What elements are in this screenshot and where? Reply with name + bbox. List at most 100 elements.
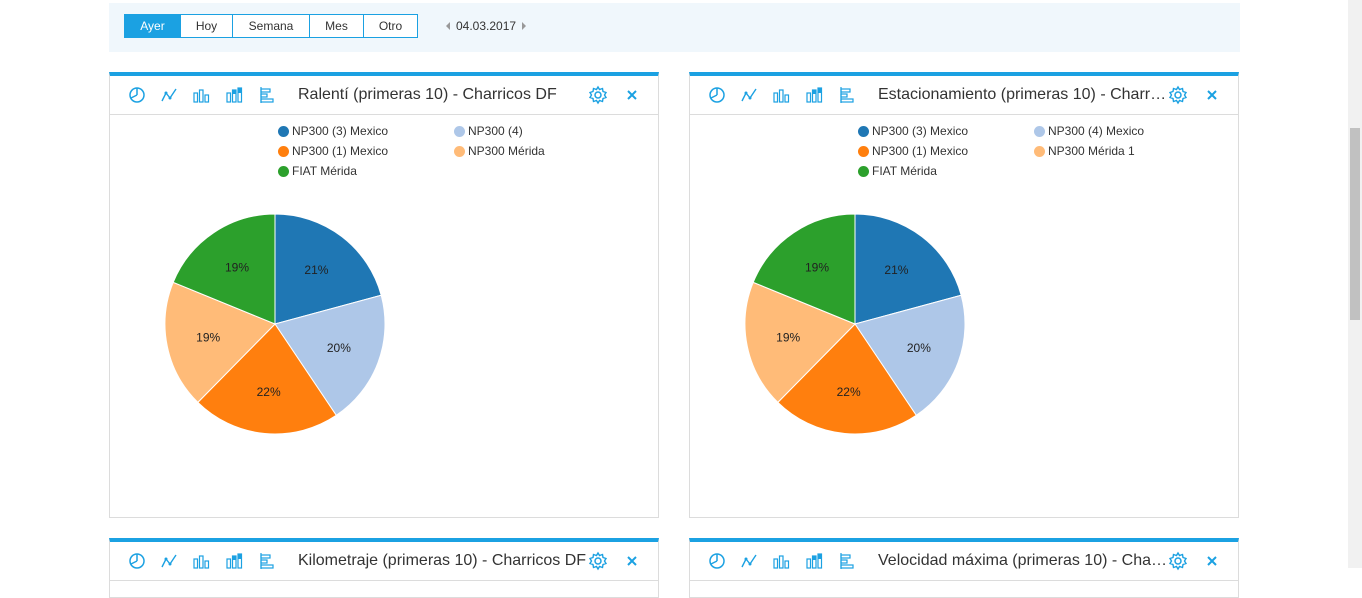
widget-title: Kilometraje (primeras 10) - Charricos DF	[298, 552, 587, 569]
legend-label: NP300 Mérida	[468, 144, 545, 158]
pie-slice[interactable]	[164, 281, 276, 404]
period-selector: Ayer Hoy Semana Mes Otro	[124, 14, 418, 38]
horizontal-bar-chart-icon[interactable]	[257, 85, 277, 105]
pie-slice-label: 22%	[257, 385, 281, 399]
legend-label: NP300 (3) Mexico	[872, 124, 969, 138]
pie-slice[interactable]	[854, 213, 962, 325]
close-icon[interactable]	[1202, 85, 1222, 105]
period-button-otro[interactable]: Otro	[364, 14, 418, 38]
widget-body: NP300 (3) Mexico NP300 (4) NP300 (1) Mexic…	[110, 115, 658, 517]
line-chart-icon[interactable]	[159, 551, 179, 571]
pie-slice-label: 21%	[304, 263, 328, 277]
legend-swatch	[858, 165, 869, 177]
stacked-bar-chart-icon[interactable]	[224, 551, 244, 571]
gear-icon[interactable]	[588, 551, 608, 571]
legend-swatch	[278, 125, 289, 137]
stacked-bar-chart-icon[interactable]	[804, 551, 824, 571]
pie-slice-label: 19%	[196, 331, 220, 345]
legend-item[interactable]: NP300 (4) Mexico	[1034, 124, 1144, 138]
gear-icon[interactable]	[588, 85, 608, 105]
pie-chart-icon[interactable]	[707, 85, 727, 105]
legend-swatch	[454, 145, 465, 157]
legend-label: FIAT Mérida	[872, 164, 937, 178]
close-icon[interactable]	[1202, 551, 1222, 571]
legend-swatch	[858, 125, 869, 137]
legend-label: NP300 (4)	[468, 124, 523, 138]
widget-header: Estacionamiento (primeras 10) - Charrico…	[690, 76, 1238, 115]
pie-slice[interactable]	[854, 294, 966, 417]
pie-slice[interactable]	[752, 213, 856, 325]
legend-label: NP300 (4) Mexico	[1048, 124, 1145, 138]
pie-chart-icon[interactable]	[707, 551, 727, 571]
legend-swatch	[1034, 145, 1045, 157]
legend-item[interactable]: FIAT Mérida	[858, 164, 937, 178]
legend-item[interactable]: FIAT Mérida	[278, 164, 357, 178]
legend-item[interactable]: NP300 (3) Mexico	[858, 124, 968, 138]
widget-velocidad-maxima: Velocidad máxima (primeras 10) - Charric…	[689, 538, 1239, 598]
date-filter-bar: Ayer Hoy Semana Mes Otro 04.03.2017	[109, 3, 1240, 52]
pie-slice[interactable]	[274, 294, 386, 417]
gear-icon[interactable]	[1168, 551, 1188, 571]
line-chart-icon[interactable]	[739, 85, 759, 105]
legend-label: NP300 (3) Mexico	[292, 124, 389, 138]
pie-slice[interactable]	[744, 281, 856, 404]
line-chart-icon[interactable]	[739, 551, 759, 571]
legend-item[interactable]: NP300 (1) Mexico	[858, 144, 968, 158]
line-chart-icon[interactable]	[159, 85, 179, 105]
bar-chart-icon[interactable]	[191, 551, 211, 571]
pie-slice[interactable]	[274, 213, 382, 325]
next-date-icon[interactable]	[518, 14, 530, 38]
legend-swatch	[1034, 125, 1045, 137]
legend-label: NP300 (1) Mexico	[292, 144, 389, 158]
pie-chart-icon[interactable]	[127, 551, 147, 571]
period-button-hoy[interactable]: Hoy	[181, 14, 233, 38]
horizontal-bar-chart-icon[interactable]	[837, 551, 857, 571]
widget-title: Ralentí (primeras 10) - Charricos DF	[298, 86, 557, 103]
horizontal-bar-chart-icon[interactable]	[257, 551, 277, 571]
legend-label: NP300 (1) Mexico	[872, 144, 969, 158]
legend-swatch	[278, 165, 289, 177]
legend-item[interactable]: NP300 (4)	[454, 124, 523, 138]
pie-chart: 21% 20% 22% 19% 19%	[744, 213, 966, 435]
pie-slice-label: 19%	[225, 260, 249, 274]
widget-title: Estacionamiento (primeras 10) - Charrico…	[878, 86, 1168, 103]
widget-body: NP300 (3) Mexico NP300 (4) Mexico NP300 (1…	[690, 115, 1238, 517]
widget-header: Ralentí (primeras 10) - Charricos DF	[110, 76, 658, 115]
date-navigator: 04.03.2017	[442, 14, 530, 38]
legend-label: FIAT Mérida	[292, 164, 357, 178]
legend-item[interactable]: NP300 (3) Mexico	[278, 124, 388, 138]
legend-swatch	[454, 125, 465, 137]
pie-slice[interactable]	[172, 213, 276, 325]
widget-title: Velocidad máxima (primeras 10) - Charric…	[878, 552, 1168, 569]
widget-header: Kilometraje (primeras 10) - Charricos DF	[110, 542, 658, 581]
pie-slice-label: 20%	[327, 341, 351, 355]
legend-swatch	[858, 145, 869, 157]
pie-slice[interactable]	[197, 323, 337, 435]
bar-chart-icon[interactable]	[771, 551, 791, 571]
legend-item[interactable]: NP300 Mérida	[454, 144, 545, 158]
pie-slice[interactable]	[777, 323, 917, 435]
legend-swatch	[278, 145, 289, 157]
gear-icon[interactable]	[1168, 85, 1188, 105]
pie-slice-label: 19%	[776, 331, 800, 345]
pie-chart-icon[interactable]	[127, 85, 147, 105]
scrollbar-thumb[interactable]	[1350, 128, 1360, 320]
stacked-bar-chart-icon[interactable]	[804, 85, 824, 105]
close-icon[interactable]	[622, 551, 642, 571]
legend-item[interactable]: NP300 (1) Mexico	[278, 144, 388, 158]
stacked-bar-chart-icon[interactable]	[224, 85, 244, 105]
close-icon[interactable]	[622, 85, 642, 105]
bar-chart-icon[interactable]	[191, 85, 211, 105]
legend-label: NP300 Mérida 1	[1048, 144, 1135, 158]
bar-chart-icon[interactable]	[771, 85, 791, 105]
current-date[interactable]: 04.03.2017	[456, 19, 517, 33]
page-scrollbar[interactable]	[1348, 0, 1362, 568]
widget-kilometraje: Kilometraje (primeras 10) - Charricos DF	[109, 538, 659, 598]
horizontal-bar-chart-icon[interactable]	[837, 85, 857, 105]
period-button-semana[interactable]: Semana	[233, 14, 310, 38]
period-button-ayer[interactable]: Ayer	[124, 14, 181, 38]
legend-item[interactable]: NP300 Mérida 1	[1034, 144, 1135, 158]
pie-slice-label: 19%	[805, 260, 829, 274]
previous-date-icon[interactable]	[442, 14, 454, 38]
period-button-mes[interactable]: Mes	[310, 14, 364, 38]
